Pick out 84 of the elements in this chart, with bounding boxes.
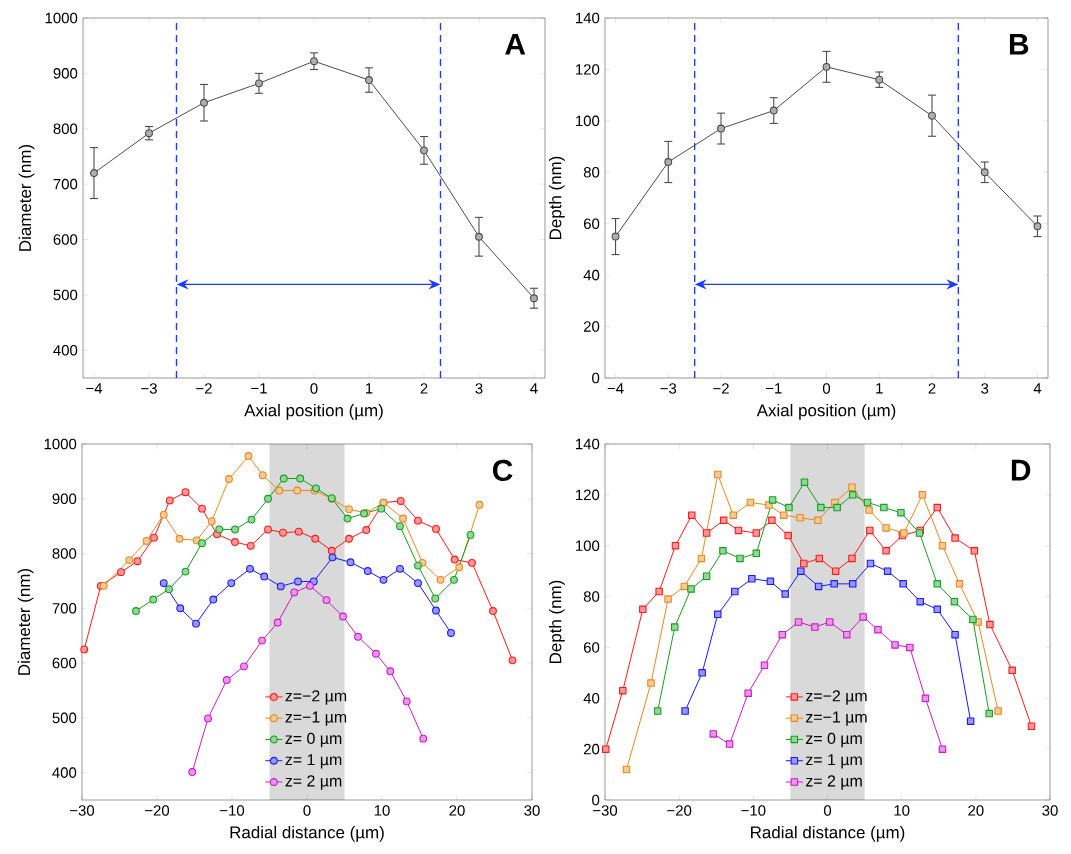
y-tick-label: 120 <box>576 489 600 501</box>
y-tick-label: 500 <box>53 289 78 301</box>
y-tick-label: 0 <box>592 794 600 806</box>
y-tick-label: 800 <box>53 123 78 135</box>
y-tick-label: 1000 <box>44 438 77 450</box>
legend-label: z= 0 µm <box>805 732 862 748</box>
y-tick-label: 20 <box>583 321 600 332</box>
y-tick-label: 800 <box>52 548 77 559</box>
legend-label: z= 1 µm <box>285 754 342 769</box>
x-tick-label: −10 <box>220 805 245 816</box>
x-tick-label: 30 <box>1042 805 1058 816</box>
y-tick-label: 900 <box>52 493 77 505</box>
annotation: A <box>505 33 526 55</box>
x-tick-label: −20 <box>667 805 692 816</box>
y-tick-label: 1000 <box>45 12 78 24</box>
x-axis-title: Radial distance (µm) <box>751 825 905 842</box>
x-tick-label: −3 <box>141 383 157 394</box>
y-tick-label: 700 <box>53 178 78 190</box>
y-tick-label: 20 <box>583 743 600 755</box>
x-tick-label: −3 <box>660 383 677 394</box>
x-tick-label: 3 <box>475 383 483 394</box>
legend-label: z= 2 µm <box>285 775 342 790</box>
x-tick-label: −1 <box>251 383 267 394</box>
x-axis-title: Axial position (µm) <box>756 403 896 420</box>
x-axis-title: Axial position (µm) <box>244 403 383 420</box>
x-tick-label: 2 <box>928 383 936 394</box>
y-tick-label: 40 <box>583 692 600 704</box>
legend-label: z=−2 µm <box>805 690 867 705</box>
x-tick-label: 10 <box>894 805 910 816</box>
y-tick-label: 400 <box>52 767 77 778</box>
legend-label: z= 0 µm <box>285 732 342 748</box>
x-tick-label: −20 <box>145 805 170 816</box>
annotation: C <box>492 459 513 482</box>
y-tick-label: 80 <box>583 591 600 602</box>
x-tick-label: −4 <box>607 383 624 394</box>
x-tick-label: −30 <box>70 805 95 816</box>
y-tick-label: 0 <box>592 372 600 384</box>
x-tick-label: 0 <box>310 383 318 394</box>
y-axis-title: Diameter (nm) <box>18 144 35 251</box>
y-axis-title: Diameter (nm) <box>17 568 34 675</box>
x-tick-label: 20 <box>449 805 465 816</box>
x-axis-title: Radial distance (µm) <box>230 825 384 842</box>
y-tick-label: 80 <box>583 166 600 178</box>
x-tick-label: 2 <box>420 383 428 394</box>
y-tick-label: 140 <box>576 438 600 450</box>
y-tick-label: 400 <box>53 345 78 356</box>
x-tick-label: 0 <box>823 805 832 816</box>
y-tick-label: 100 <box>576 115 600 127</box>
annotation: B <box>1009 33 1029 55</box>
y-tick-label: 60 <box>583 218 600 229</box>
legend-label: z=−1 µm <box>285 711 347 726</box>
x-tick-label: 20 <box>968 805 984 816</box>
legend-label: z=−1 µm <box>805 711 867 726</box>
x-tick-label: 4 <box>530 383 538 394</box>
x-tick-label: 0 <box>822 383 831 394</box>
y-axis-title: Depth (nm) <box>548 156 565 239</box>
y-axis-title: Depth (nm) <box>548 580 565 663</box>
x-tick-label: −1 <box>765 383 782 394</box>
y-tick-label: 120 <box>576 64 600 75</box>
y-tick-label: 140 <box>576 12 600 24</box>
x-tick-label: −2 <box>196 383 212 394</box>
legend-label: z= 2 µm <box>805 775 862 790</box>
y-tick-label: 100 <box>576 540 600 551</box>
x-tick-label: 1 <box>365 383 373 394</box>
y-tick-label: 60 <box>583 642 600 653</box>
x-tick-label: −2 <box>713 383 729 394</box>
x-tick-label: 3 <box>981 383 989 394</box>
y-tick-label: 900 <box>53 68 78 79</box>
y-tick-label: 500 <box>52 712 77 724</box>
x-tick-label: −10 <box>741 805 766 816</box>
annotation: D <box>1011 459 1031 481</box>
y-tick-label: 600 <box>53 234 78 245</box>
x-tick-label: 1 <box>876 383 883 394</box>
x-tick-label: 10 <box>374 805 390 816</box>
legend-label: z= 1 µm <box>805 754 862 769</box>
x-tick-label: 30 <box>524 805 540 816</box>
y-tick-label: 700 <box>52 603 77 614</box>
x-tick-label: 4 <box>1033 383 1042 394</box>
x-tick-label: −4 <box>86 383 103 394</box>
x-tick-label: 0 <box>303 805 311 816</box>
y-tick-label: 600 <box>52 657 77 669</box>
x-tick-label: −30 <box>593 805 618 816</box>
y-tick-label: 40 <box>583 269 600 281</box>
legend-label: z=−2 µm <box>285 690 347 705</box>
